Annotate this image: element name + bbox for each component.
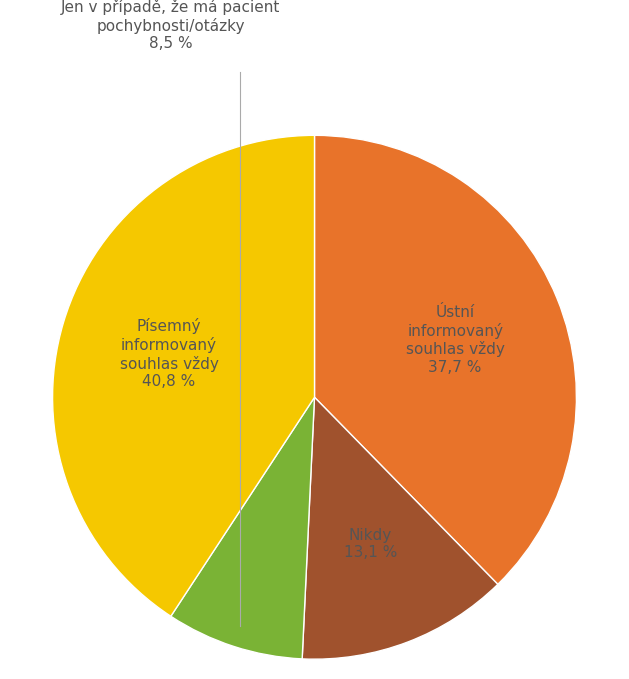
Text: Ústní
informovaný
souhlas vždy
37,7 %: Ústní informovaný souhlas vždy 37,7 %	[406, 305, 504, 375]
Text: Písemný
informovaný
souhlas vždy
40,8 %: Písemný informovaný souhlas vždy 40,8 %	[120, 318, 218, 389]
Wedge shape	[53, 135, 314, 617]
Wedge shape	[314, 135, 576, 585]
Wedge shape	[302, 397, 498, 659]
Text: Jen v případě, že má pacient
pochybnosti/otázky
8,5 %: Jen v případě, že má pacient pochybnosti…	[61, 0, 280, 52]
Wedge shape	[171, 397, 314, 659]
Text: Nikdy
13,1 %: Nikdy 13,1 %	[344, 528, 397, 560]
